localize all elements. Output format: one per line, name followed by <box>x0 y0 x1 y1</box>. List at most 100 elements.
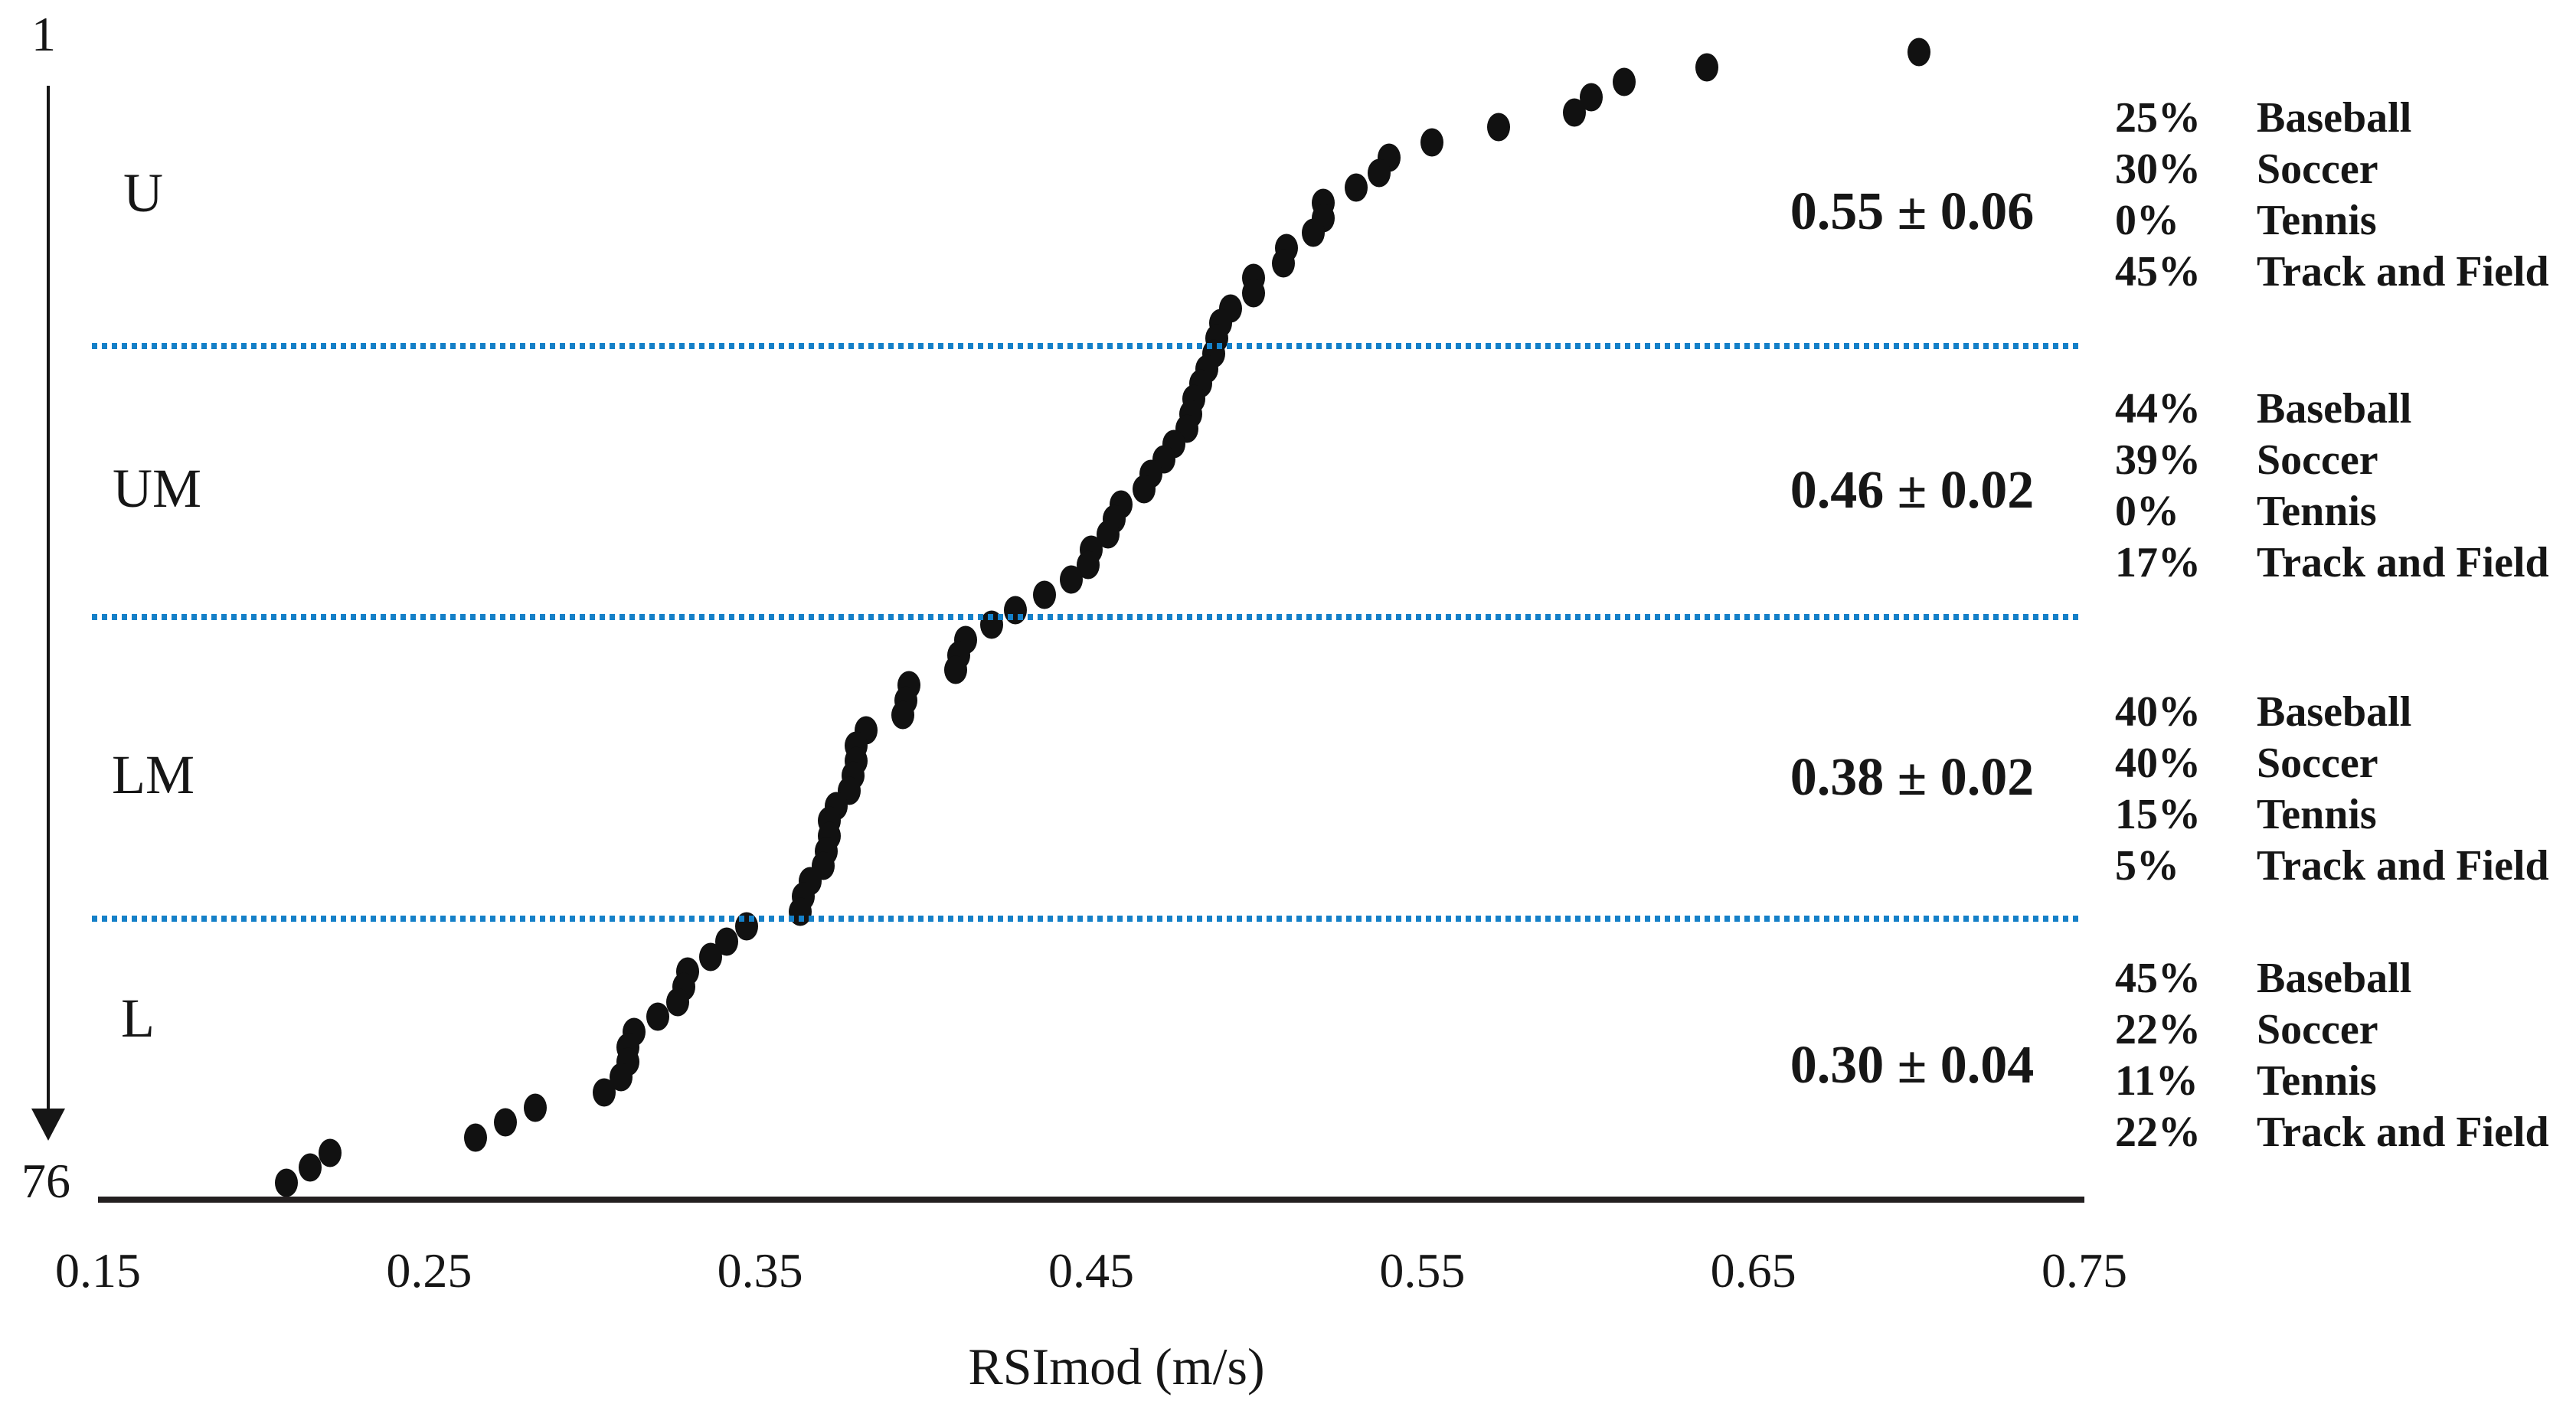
x-axis-title: RSImod (m/s) <box>968 1337 1265 1396</box>
sport-name: Track and Field <box>2257 247 2549 296</box>
data-point <box>493 1108 517 1137</box>
group-separator-line <box>92 916 2083 922</box>
sport-name: Tennis <box>2257 790 2377 838</box>
sport-row: 0% Tennis <box>2115 194 2574 246</box>
data-point <box>593 1078 616 1107</box>
data-point <box>1907 38 1930 67</box>
sport-pct: 25% <box>2115 93 2201 142</box>
sport-name: Soccer <box>2257 1005 2378 1053</box>
data-point <box>1033 580 1057 609</box>
data-point <box>1613 67 1636 96</box>
sport-pct: 5% <box>2115 841 2179 890</box>
rank-axis-bottom-label: 76 <box>21 1154 70 1208</box>
rank-axis-top-label: 1 <box>31 7 56 61</box>
x-tick-label: 0.25 <box>386 1243 472 1298</box>
group-mean-label-l: 0.30 ± 0.04 <box>1790 1036 2035 1095</box>
sport-row: 0% Tennis <box>2115 485 2574 537</box>
rank-axis-arrow-line <box>47 86 50 1110</box>
group-separator-line <box>92 614 2083 621</box>
sport-row: 39% Soccer <box>2115 434 2574 485</box>
sport-name: Tennis <box>2257 487 2377 535</box>
group-label-lm: LM <box>112 744 195 805</box>
sport-name: Tennis <box>2257 1056 2377 1105</box>
sport-row: 45% Track and Field <box>2115 246 2574 297</box>
group-label-um: UM <box>112 458 202 519</box>
sport-name: Baseball <box>2257 954 2412 1002</box>
sport-pct: 11% <box>2115 1056 2198 1105</box>
group-label-u: U <box>123 162 163 224</box>
data-point <box>523 1093 547 1122</box>
sport-pct: 39% <box>2115 436 2201 484</box>
sport-row: 30% Soccer <box>2115 143 2574 194</box>
data-point <box>891 700 914 730</box>
sport-breakdown-u: 25% Baseball 30% Soccer 0% Tennis 45% Tr… <box>2115 92 2574 297</box>
x-axis-line <box>98 1197 2084 1203</box>
data-point <box>463 1123 487 1152</box>
group-mean-label-um: 0.46 ± 0.02 <box>1790 461 2035 520</box>
group-label-l: L <box>121 988 155 1049</box>
x-tick-label: 0.35 <box>717 1243 803 1298</box>
sport-name: Track and Field <box>2257 538 2549 586</box>
sport-row: 45% Baseball <box>2115 952 2574 1004</box>
sport-row: 22% Soccer <box>2115 1004 2574 1055</box>
sport-name: Baseball <box>2257 384 2412 433</box>
sport-pct: 40% <box>2115 687 2201 736</box>
sport-name: Soccer <box>2257 436 2378 484</box>
sport-breakdown-lm: 40% Baseball 40% Soccer 15% Tennis 5% Tr… <box>2115 686 2574 891</box>
data-point <box>1695 53 1719 82</box>
sport-pct: 44% <box>2115 384 2201 433</box>
sport-pct: 45% <box>2115 954 2201 1002</box>
sport-pct: 17% <box>2115 538 2201 586</box>
x-tick-label: 0.75 <box>2042 1243 2127 1298</box>
sport-name: Track and Field <box>2257 1108 2549 1156</box>
data-point <box>298 1153 322 1182</box>
sport-pct: 30% <box>2115 145 2201 193</box>
sport-row: 11% Tennis <box>2115 1055 2574 1106</box>
sport-row: 5% Track and Field <box>2115 840 2574 891</box>
data-point <box>1563 98 1587 127</box>
sport-pct: 22% <box>2115 1005 2201 1053</box>
data-point <box>1368 158 1391 188</box>
data-point <box>1133 475 1156 504</box>
sport-pct: 40% <box>2115 739 2201 787</box>
sport-name: Soccer <box>2257 145 2378 193</box>
sport-row: 40% Soccer <box>2115 737 2574 789</box>
group-mean-label-u: 0.55 ± 0.06 <box>1790 182 2035 241</box>
sport-pct: 45% <box>2115 247 2201 296</box>
data-point <box>1271 249 1295 278</box>
sport-breakdown-um: 44% Baseball 39% Soccer 0% Tennis 17% Tr… <box>2115 383 2574 588</box>
rank-axis-arrowhead-icon <box>31 1109 65 1141</box>
data-point <box>1344 173 1368 202</box>
data-point <box>1486 113 1510 142</box>
sport-pct: 22% <box>2115 1108 2201 1156</box>
sport-pct: 0% <box>2115 196 2179 244</box>
sport-name: Track and Field <box>2257 841 2549 890</box>
sport-pct: 0% <box>2115 487 2179 535</box>
sport-pct: 15% <box>2115 790 2201 838</box>
data-point <box>1060 565 1084 594</box>
group-mean-label-lm: 0.38 ± 0.02 <box>1790 748 2035 807</box>
sport-row: 40% Baseball <box>2115 686 2574 737</box>
sport-name: Tennis <box>2257 196 2377 244</box>
x-tick-label: 0.65 <box>1710 1243 1796 1298</box>
x-tick-label: 0.45 <box>1048 1243 1134 1298</box>
data-point <box>665 988 689 1017</box>
data-point <box>1420 128 1444 157</box>
sport-row: 15% Tennis <box>2115 789 2574 840</box>
sport-row: 17% Track and Field <box>2115 537 2574 588</box>
sport-name: Baseball <box>2257 687 2412 736</box>
sport-name: Soccer <box>2257 739 2378 787</box>
data-point <box>1241 279 1265 308</box>
data-point <box>275 1168 299 1197</box>
group-separator-line <box>92 343 2083 349</box>
x-tick-label: 0.15 <box>55 1243 141 1298</box>
sport-name: Baseball <box>2257 93 2412 142</box>
x-tick-label: 0.55 <box>1379 1243 1466 1298</box>
data-point <box>646 1002 669 1031</box>
sport-row: 25% Baseball <box>2115 92 2574 143</box>
data-point <box>1301 218 1325 247</box>
data-point <box>318 1138 342 1167</box>
data-point <box>698 942 722 971</box>
